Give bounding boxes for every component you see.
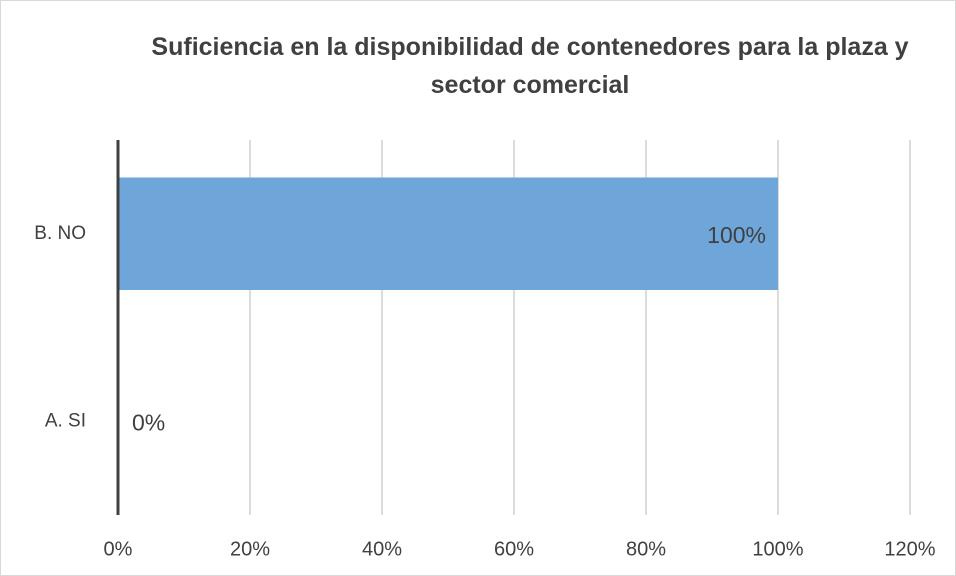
data-label: 0% — [132, 409, 165, 435]
chart-title: Suficiencia en la disponibilidad de cont… — [151, 33, 909, 99]
x-tick-label: 60% — [494, 538, 534, 560]
x-tick-label: 100% — [752, 538, 803, 560]
x-tick-label: 40% — [362, 538, 402, 560]
x-tick-label: 20% — [230, 538, 270, 560]
x-tick-label: 80% — [626, 538, 666, 560]
x-tick-label: 120% — [884, 538, 935, 560]
y-tick-label: B. NO — [34, 223, 86, 244]
x-tick-label: 0% — [104, 538, 133, 560]
data-label: 100% — [707, 222, 766, 248]
y-tick-label: A. SI — [45, 410, 86, 431]
bar — [118, 177, 778, 290]
